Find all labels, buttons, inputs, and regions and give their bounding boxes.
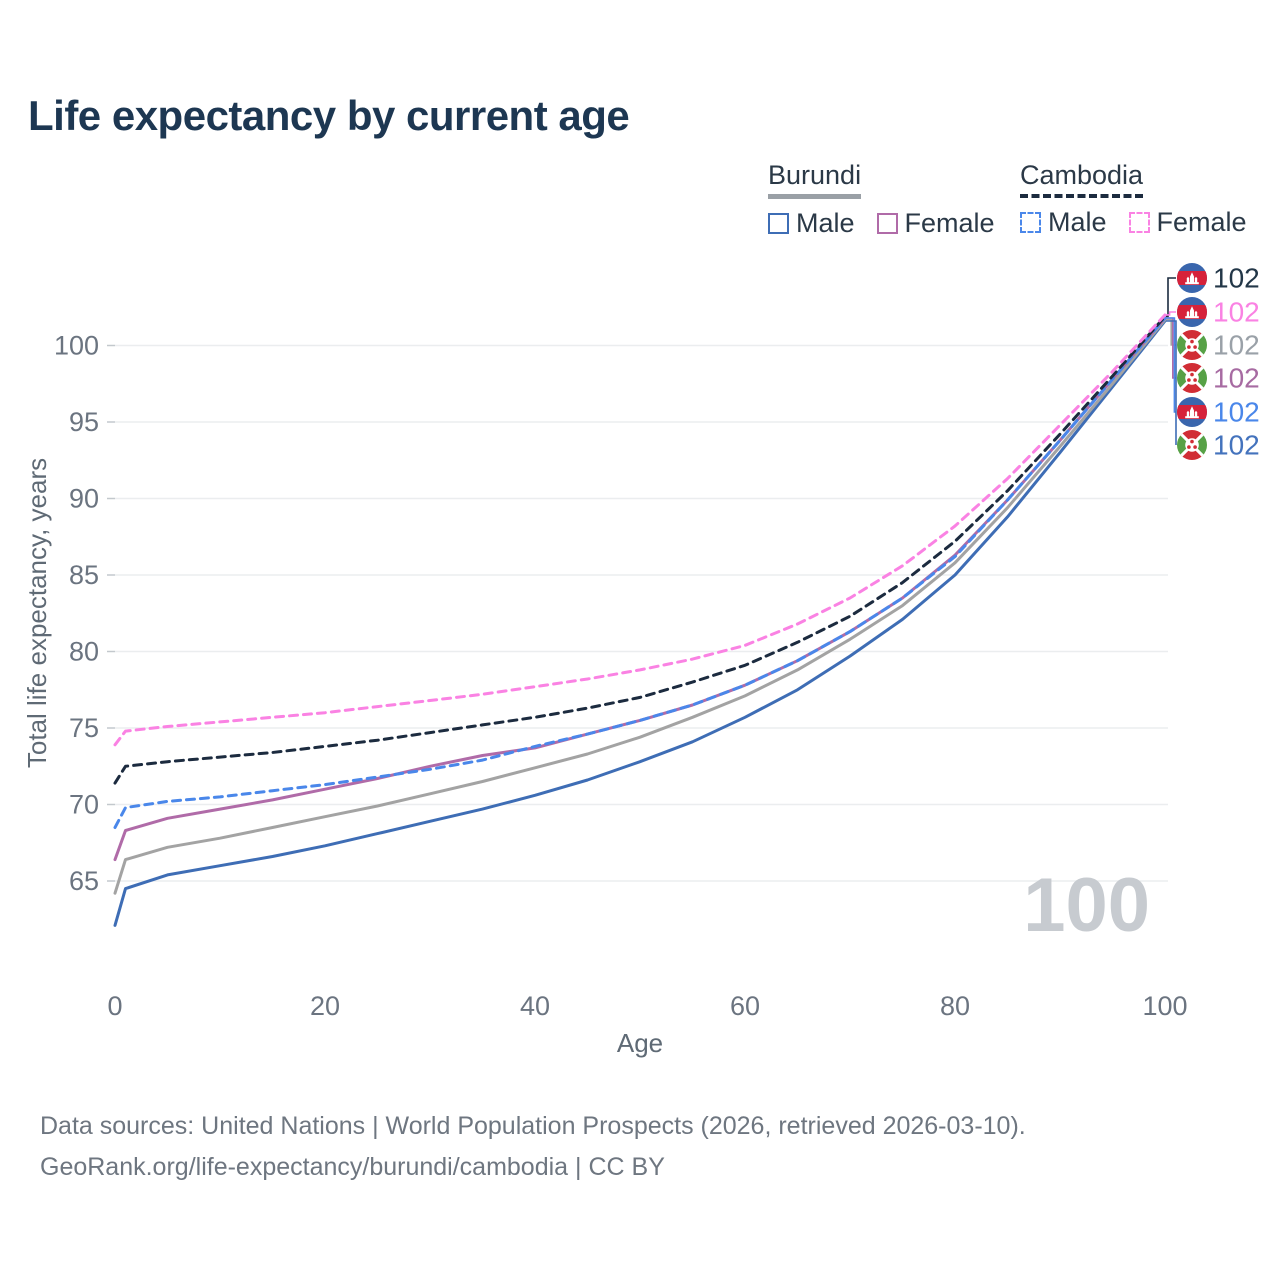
axis-labels: 65 70 75 80 85 90 95 100 0 20 40 60 80 100 Age Total li… xyxy=(22,331,1188,1059)
legend-label: Male xyxy=(796,208,855,238)
line-burundi-male xyxy=(113,319,1167,927)
end-value-label: 102 xyxy=(1213,330,1260,361)
end-label-connector xyxy=(1166,277,1176,318)
x-axis-title: Age xyxy=(617,1028,663,1058)
line-cambodia-male xyxy=(113,316,1167,829)
cambodia-male-swatch-icon xyxy=(1020,212,1041,233)
gridlines xyxy=(107,344,1168,882)
legend-label: Female xyxy=(1156,207,1247,237)
footer: Data sources: United Nations | World Pop… xyxy=(40,1106,1026,1188)
burundi-flag-icon xyxy=(1177,430,1207,460)
end-value-label: 102 xyxy=(1213,397,1260,428)
life-expectancy-chart: 65 70 75 80 85 90 95 100 0 20 40 60 80 100 Age Total li… xyxy=(22,263,1260,1059)
legend-label: Female xyxy=(904,208,995,238)
legend-item-burundi-male[interactable]: Male xyxy=(768,208,855,239)
line-burundi-female xyxy=(113,316,1167,862)
x-tick-label: 0 xyxy=(107,991,122,1021)
line-cambodia-female xyxy=(113,313,1167,747)
end-value-label: 102 xyxy=(1213,297,1260,328)
end-label-connector xyxy=(1166,320,1177,445)
end-value-label: 102 xyxy=(1213,263,1260,294)
page-title: Life expectancy by current age xyxy=(28,92,630,139)
x-tick-label: 60 xyxy=(730,991,760,1021)
line-burundi-all xyxy=(113,318,1167,895)
burundi-flag-icon xyxy=(1177,330,1207,360)
end-value-label: 102 xyxy=(1213,430,1260,461)
burundi-female-swatch-icon xyxy=(876,213,898,234)
legend-item-cambodia-female[interactable]: Female xyxy=(1128,207,1247,238)
legend-country-burundi[interactable]: Burundi xyxy=(768,160,862,199)
y-axis-title: Total life expectancy, years xyxy=(22,458,52,768)
series-lines xyxy=(113,313,1167,927)
y-tick-label: 80 xyxy=(69,637,99,667)
x-tick-label: 80 xyxy=(940,991,970,1021)
end-value-label: 102 xyxy=(1213,363,1260,394)
age-counter-watermark: 100 xyxy=(1023,863,1150,948)
x-tick-label: 40 xyxy=(520,991,550,1021)
cambodia-flag-icon xyxy=(1177,397,1207,427)
legend-country-cambodia[interactable]: Cambodia xyxy=(1020,160,1144,198)
x-tick-label: 100 xyxy=(1142,991,1187,1021)
cambodia-flag-icon xyxy=(1177,297,1207,327)
y-tick-label: 90 xyxy=(69,484,99,514)
legend-item-burundi-female[interactable]: Female xyxy=(876,208,995,239)
cambodia-flag-icon xyxy=(1177,263,1207,293)
burundi-flag-icon xyxy=(1177,363,1207,393)
y-tick-label: 85 xyxy=(69,560,99,590)
legend-group-cambodia: Cambodia Male Female xyxy=(1020,160,1247,238)
legend-label: Male xyxy=(1048,207,1107,237)
legend-item-cambodia-male[interactable]: Male xyxy=(1020,207,1107,238)
y-tick-label: 70 xyxy=(69,790,99,820)
y-tick-label: 75 xyxy=(69,713,99,743)
data-sources-line: Data sources: United Nations | World Pop… xyxy=(40,1112,1026,1140)
y-tick-label: 100 xyxy=(54,331,99,361)
cambodia-female-swatch-icon xyxy=(1128,212,1150,233)
y-tick-label: 95 xyxy=(69,407,99,437)
line-cambodia-all xyxy=(113,314,1167,785)
legend-group-burundi: Burundi Male Female xyxy=(768,160,995,239)
legend: Burundi Male Female Cambodia Male Female xyxy=(0,160,1280,240)
burundi-male-swatch-icon xyxy=(768,213,789,234)
x-tick-label: 20 xyxy=(310,991,340,1021)
attribution-line: GeoRank.org/life-expectancy/burundi/camb… xyxy=(40,1153,665,1181)
y-tick-label: 65 xyxy=(69,866,99,896)
end-label-connector xyxy=(1166,311,1176,316)
